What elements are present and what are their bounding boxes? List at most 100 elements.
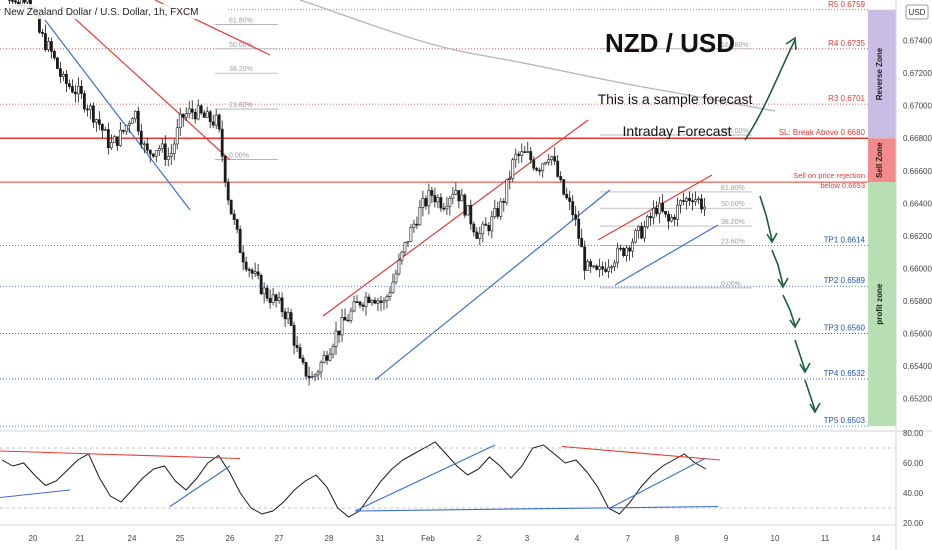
candle-body [259,275,263,295]
candle-body [277,297,281,301]
rsi-tick-label: 60.00 [903,459,924,468]
candle-body [565,193,569,199]
candle-body [232,213,236,220]
rsi-line [1,441,707,518]
candle-body [50,41,53,52]
x-tick-label: Feb [421,534,435,543]
candle-body [487,225,491,232]
fib-label: 23.60% [721,239,745,246]
candle-body [223,156,227,183]
candle-body [574,214,578,220]
candle-body [56,57,59,69]
candle-body [631,241,635,252]
candle-body [463,194,467,216]
candle-body [211,121,215,126]
candle-body [505,179,509,203]
candle-body [625,247,629,257]
candle-body [47,41,50,51]
candle-body [271,294,275,303]
fib-label: 38.20% [229,66,253,73]
candle-body [292,325,296,346]
candle-body [163,143,167,160]
candle-body [235,219,239,230]
candle-body [586,261,590,271]
candle-body [44,33,47,51]
candle-body [193,111,197,120]
candle-body [41,31,44,34]
rsi-tick-label: 80.00 [903,429,924,438]
candle-body [88,105,92,111]
candle-body [655,208,658,215]
level-label: SL: Break Above 0.6680 [779,128,866,137]
rsi-trendline [354,444,496,512]
candle-body [157,148,161,152]
candle-body [151,153,155,157]
candle-body [421,198,425,208]
candle-body [661,202,664,212]
candle-body [322,355,326,363]
level-label: TP3 0.6560 [824,323,866,332]
candle-body [595,265,599,270]
x-tick-label: 9 [724,534,729,543]
candle-body [328,353,332,361]
candle-body [94,119,98,123]
candle-body [664,211,667,215]
x-tick-label: 3 [525,534,530,543]
y-tick-label: 0.66600 [903,167,932,176]
candle-body [352,301,356,312]
candle-body [646,216,649,228]
candle-body [379,300,383,303]
candle-body [304,362,308,377]
candle-body [358,301,362,306]
candle-body [553,156,557,162]
candle-body [460,194,464,202]
candle-body [682,200,685,202]
level-label: TP1 0.6614 [824,236,866,245]
candle-body [673,216,676,220]
candle-body [703,206,706,210]
x-tick-label: 4 [575,534,580,543]
chart-title: NZD / USD [605,28,735,58]
y-tick-label: 0.67200 [903,69,932,78]
candle-body [568,197,572,202]
zone-band [868,182,896,427]
candle-body [517,153,521,156]
candle-body [343,317,347,321]
candle-body [622,247,626,257]
candle-body [346,319,350,322]
candle-body [370,299,374,303]
candle-body [634,230,638,243]
candle-body [484,223,488,226]
candle-body [59,68,62,77]
currency-label: USD [909,8,926,17]
candle-body [172,143,176,154]
candle-body [274,294,278,301]
candle-body [430,190,434,196]
forecast-note: This is a sample forecast [598,91,753,107]
candle-body [247,269,251,271]
candle-body [571,201,575,216]
candle-body [361,304,365,307]
candle-body [286,312,290,320]
candle-body [208,111,212,123]
candle-body [442,207,446,210]
candle-body [295,344,299,348]
candle-body [382,300,386,303]
fib-label: 61.80% [721,185,745,192]
candle-body [649,216,652,219]
candle-body [544,162,548,165]
candle-body [688,197,691,201]
candle-body [196,105,200,120]
candle-body [334,330,338,347]
candle-body [217,114,221,130]
candle-body [373,299,377,304]
rsi-axis: 80.00 60.00 40.00 20.00 [903,429,924,528]
candle-body [85,108,89,111]
x-tick-label: 20 [29,534,38,543]
candle-body [580,238,584,248]
candle-body [628,247,632,252]
candle-body [685,197,688,202]
sell-label: Sell on price rejection [793,171,865,180]
candle-body [550,156,554,160]
candle-body [409,227,413,242]
